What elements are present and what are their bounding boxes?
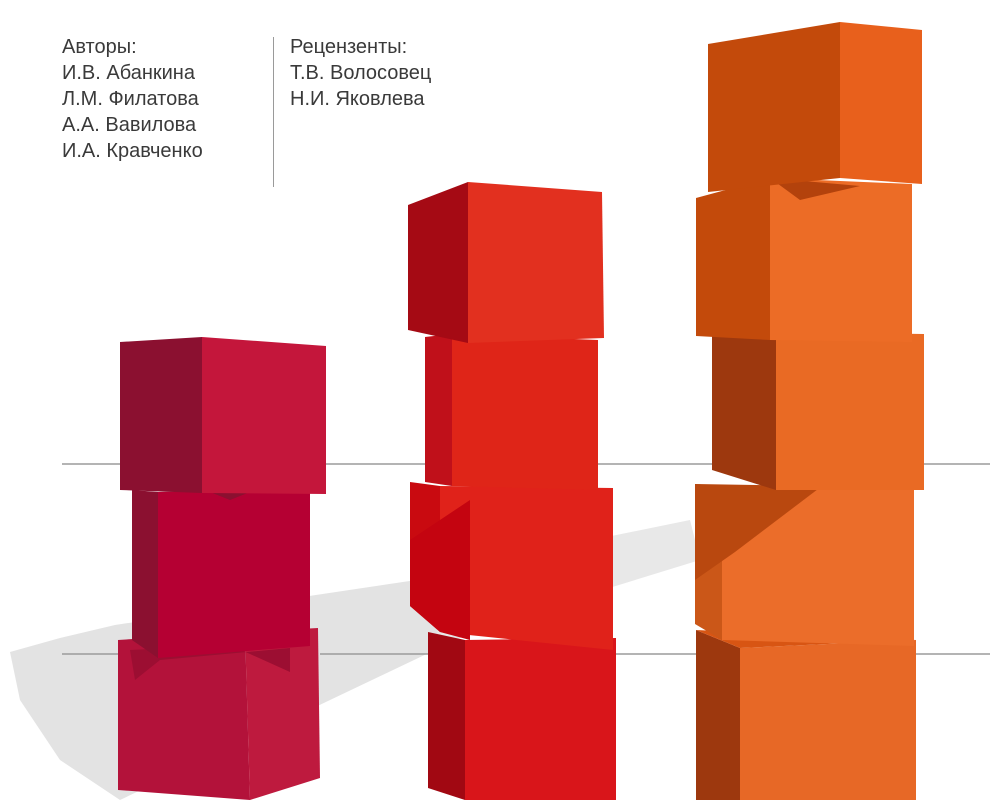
credits-divider xyxy=(273,37,274,187)
orange-box-5-front xyxy=(840,22,922,184)
reviewer-name: Т.В. Волосовец xyxy=(290,62,432,84)
orange-box-1-front xyxy=(740,640,916,800)
orange-box-2-shade xyxy=(695,484,822,580)
red-box-2-front xyxy=(440,486,613,650)
red-box-2-shade xyxy=(410,500,470,640)
red-box-3-front xyxy=(452,334,598,490)
crimson-box-3-side xyxy=(120,337,202,493)
authors-heading: Авторы: xyxy=(62,36,137,58)
orange-box-5-side xyxy=(708,22,840,192)
crimson-box-1-front xyxy=(245,628,320,800)
reviewers-heading: Рецензенты: xyxy=(290,36,408,58)
crimson-box-2-front xyxy=(158,488,310,658)
reviewers-block: Рецензенты: Т.В. Волосовец Н.И. Яковлева xyxy=(290,34,431,112)
author-name: А.А. Вавилова xyxy=(62,114,197,136)
red-box-1-front xyxy=(465,638,616,800)
red-box-3-side xyxy=(425,334,452,486)
orange-box-3-side xyxy=(712,330,776,490)
red-box-4-front xyxy=(468,182,604,343)
orange-box-2-front xyxy=(722,486,914,646)
crimson-box-2-side xyxy=(132,490,158,658)
orange-box-4-side xyxy=(696,178,770,340)
red-stack xyxy=(408,182,616,800)
orange-box-3-front xyxy=(776,332,924,490)
orange-stack xyxy=(695,22,924,800)
red-box-4-side xyxy=(408,182,468,343)
crimson-stack xyxy=(118,337,326,800)
orange-box-4-dent xyxy=(770,178,860,200)
author-name: Л.М. Филатова xyxy=(62,88,199,110)
crimson-box-3-front xyxy=(202,337,326,494)
authors-block: Авторы: И.В. Абанкина Л.М. Филатова А.А.… xyxy=(62,34,203,164)
author-name: И.А. Кравченко xyxy=(62,140,203,162)
orange-box-4-front xyxy=(770,178,912,342)
orange-box-1-side xyxy=(696,630,740,800)
crimson-box-1-side xyxy=(118,632,250,800)
author-name: И.В. Абанкина xyxy=(62,62,195,84)
red-box-1-side xyxy=(428,632,465,800)
reviewer-name: Н.И. Яковлева xyxy=(290,88,425,110)
